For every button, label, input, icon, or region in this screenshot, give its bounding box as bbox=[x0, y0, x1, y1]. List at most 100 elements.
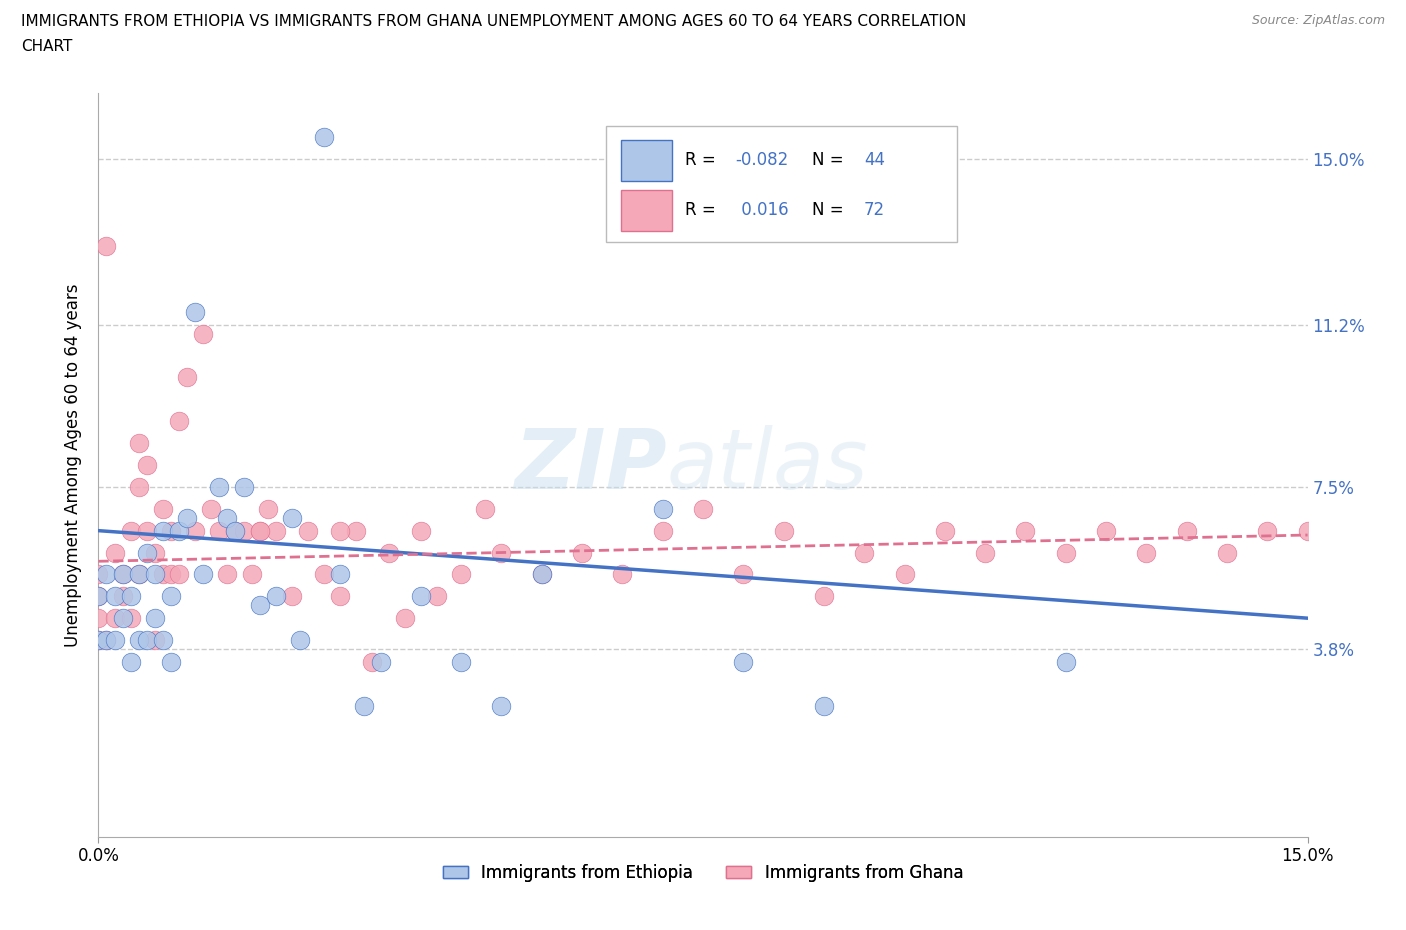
Point bbox=[1014, 524, 1036, 538]
Point bbox=[87, 632, 110, 647]
Point bbox=[152, 524, 174, 538]
Point bbox=[651, 501, 673, 516]
Point bbox=[103, 545, 125, 560]
Point bbox=[344, 524, 367, 538]
Point bbox=[143, 567, 166, 582]
Point bbox=[87, 589, 110, 604]
Point bbox=[120, 524, 142, 538]
Point bbox=[813, 589, 835, 604]
Point bbox=[409, 589, 432, 604]
Bar bbox=[621, 190, 672, 231]
Point bbox=[120, 611, 142, 626]
Legend: Immigrants from Ethiopia, Immigrants from Ghana: Immigrants from Ethiopia, Immigrants fro… bbox=[436, 857, 970, 888]
Point bbox=[167, 414, 190, 429]
Point bbox=[530, 567, 553, 582]
Point bbox=[249, 598, 271, 613]
Point bbox=[426, 589, 449, 604]
Point bbox=[128, 567, 150, 582]
Point bbox=[1054, 655, 1077, 670]
Point bbox=[281, 589, 304, 604]
Text: 72: 72 bbox=[863, 201, 884, 219]
Point bbox=[135, 524, 157, 538]
Point bbox=[733, 567, 755, 582]
Point bbox=[135, 458, 157, 472]
Point bbox=[329, 589, 352, 604]
Point bbox=[111, 567, 134, 582]
Point bbox=[217, 510, 239, 525]
Point bbox=[103, 589, 125, 604]
Point bbox=[224, 524, 246, 538]
Point bbox=[692, 501, 714, 516]
Point bbox=[193, 326, 215, 341]
Point bbox=[96, 239, 118, 254]
Point bbox=[232, 480, 254, 495]
Point bbox=[143, 632, 166, 647]
Point bbox=[96, 632, 118, 647]
Text: R =: R = bbox=[685, 201, 721, 219]
Point bbox=[297, 524, 319, 538]
Point bbox=[143, 545, 166, 560]
Text: 44: 44 bbox=[863, 151, 884, 169]
Point bbox=[530, 567, 553, 582]
Point bbox=[264, 589, 287, 604]
Point bbox=[314, 567, 336, 582]
Point bbox=[571, 545, 593, 560]
Point bbox=[160, 567, 183, 582]
Point bbox=[813, 698, 835, 713]
Text: R =: R = bbox=[685, 151, 721, 169]
Point bbox=[87, 632, 110, 647]
Text: Source: ZipAtlas.com: Source: ZipAtlas.com bbox=[1251, 14, 1385, 27]
Point bbox=[135, 545, 157, 560]
Point bbox=[193, 567, 215, 582]
Point bbox=[974, 545, 997, 560]
Point bbox=[314, 129, 336, 144]
Point bbox=[329, 524, 352, 538]
Point bbox=[160, 524, 183, 538]
Point bbox=[1135, 545, 1157, 560]
Text: 0.016: 0.016 bbox=[735, 201, 789, 219]
Point bbox=[184, 304, 207, 319]
Point bbox=[377, 545, 399, 560]
Point bbox=[167, 567, 190, 582]
Text: N =: N = bbox=[811, 201, 849, 219]
Point bbox=[120, 655, 142, 670]
Point bbox=[103, 632, 125, 647]
Point bbox=[450, 567, 472, 582]
Point bbox=[152, 632, 174, 647]
Point bbox=[87, 589, 110, 604]
Point bbox=[329, 567, 352, 582]
Point bbox=[184, 524, 207, 538]
Point bbox=[893, 567, 915, 582]
Point bbox=[128, 632, 150, 647]
Point bbox=[853, 545, 876, 560]
Point bbox=[394, 611, 416, 626]
Point bbox=[353, 698, 375, 713]
Point bbox=[249, 524, 271, 538]
Point bbox=[160, 589, 183, 604]
Point bbox=[409, 524, 432, 538]
Point bbox=[288, 632, 311, 647]
Point bbox=[111, 589, 134, 604]
Point bbox=[1256, 524, 1278, 538]
Point bbox=[87, 567, 110, 582]
Point bbox=[87, 611, 110, 626]
FancyBboxPatch shape bbox=[606, 126, 957, 242]
Point bbox=[224, 524, 246, 538]
Point bbox=[249, 524, 271, 538]
Point bbox=[281, 510, 304, 525]
Point bbox=[1296, 524, 1319, 538]
Point bbox=[128, 567, 150, 582]
Text: -0.082: -0.082 bbox=[735, 151, 789, 169]
Point bbox=[128, 480, 150, 495]
Point bbox=[217, 567, 239, 582]
Text: ZIP: ZIP bbox=[515, 424, 666, 506]
Point bbox=[1175, 524, 1198, 538]
Point bbox=[1095, 524, 1118, 538]
Point bbox=[200, 501, 222, 516]
Point bbox=[232, 524, 254, 538]
Point bbox=[120, 589, 142, 604]
Y-axis label: Unemployment Among Ages 60 to 64 years: Unemployment Among Ages 60 to 64 years bbox=[65, 284, 83, 646]
Point bbox=[111, 611, 134, 626]
Point bbox=[733, 655, 755, 670]
Point bbox=[264, 524, 287, 538]
